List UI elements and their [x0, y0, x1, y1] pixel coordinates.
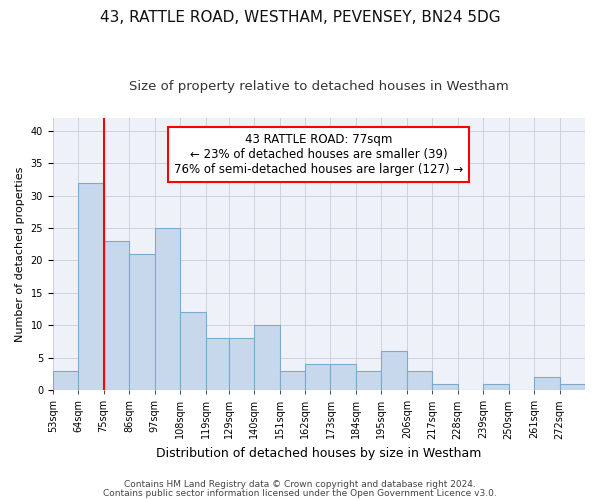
Bar — [129, 254, 155, 390]
Bar — [560, 384, 585, 390]
Bar — [180, 312, 206, 390]
Bar — [356, 370, 382, 390]
Text: Contains public sector information licensed under the Open Government Licence v3: Contains public sector information licen… — [103, 488, 497, 498]
Bar — [407, 370, 432, 390]
Bar — [254, 326, 280, 390]
Text: 43, RATTLE ROAD, WESTHAM, PEVENSEY, BN24 5DG: 43, RATTLE ROAD, WESTHAM, PEVENSEY, BN24… — [100, 10, 500, 25]
Bar — [483, 384, 509, 390]
Bar — [78, 182, 104, 390]
Bar — [104, 241, 129, 390]
Y-axis label: Number of detached properties: Number of detached properties — [15, 166, 25, 342]
Text: Contains HM Land Registry data © Crown copyright and database right 2024.: Contains HM Land Registry data © Crown c… — [124, 480, 476, 489]
Bar — [155, 228, 180, 390]
Bar — [305, 364, 331, 390]
Bar — [534, 377, 560, 390]
Bar — [206, 338, 229, 390]
Bar — [229, 338, 254, 390]
Text: 43 RATTLE ROAD: 77sqm
← 23% of detached houses are smaller (39)
76% of semi-deta: 43 RATTLE ROAD: 77sqm ← 23% of detached … — [174, 133, 464, 176]
Bar — [432, 384, 458, 390]
Bar — [53, 370, 78, 390]
Bar — [280, 370, 305, 390]
Bar — [331, 364, 356, 390]
Bar — [382, 351, 407, 390]
X-axis label: Distribution of detached houses by size in Westham: Distribution of detached houses by size … — [156, 447, 482, 460]
Title: Size of property relative to detached houses in Westham: Size of property relative to detached ho… — [129, 80, 509, 93]
